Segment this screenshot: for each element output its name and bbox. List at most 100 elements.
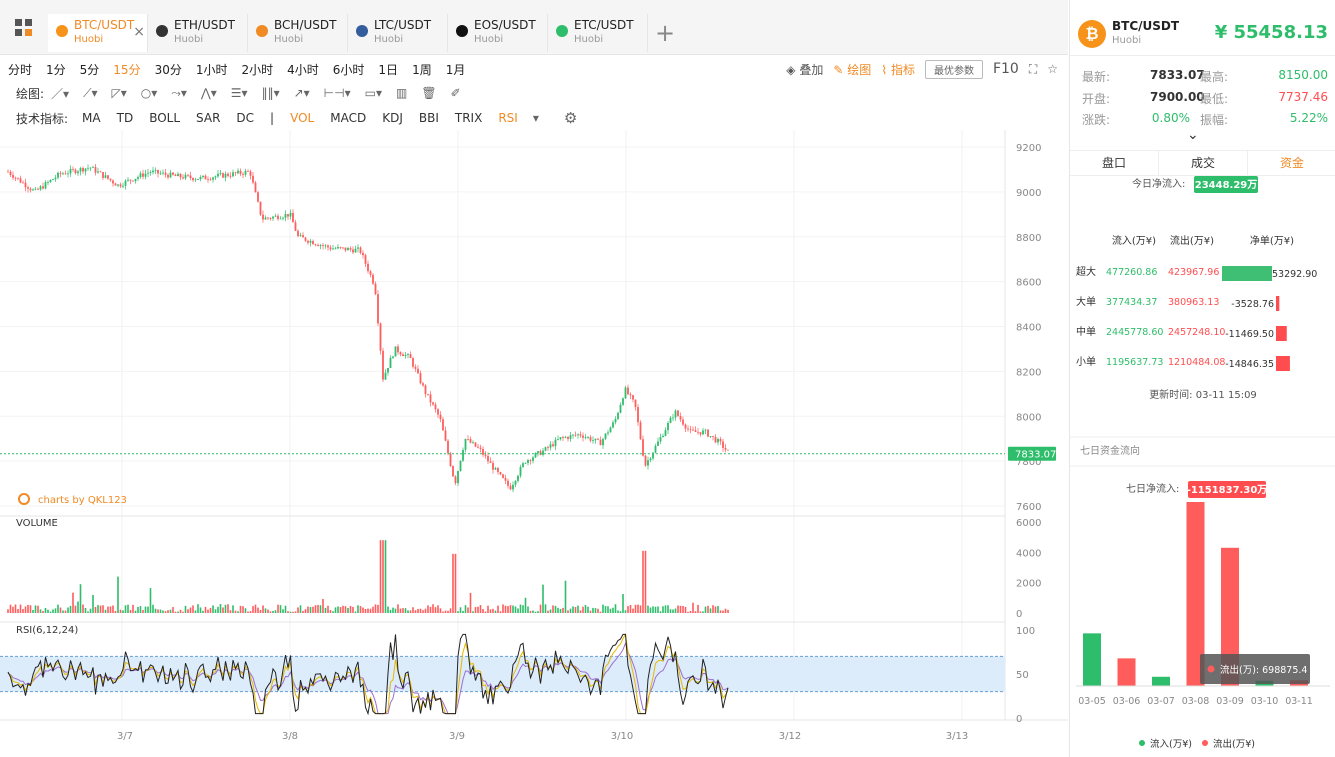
- expand-chevron-icon[interactable]: ⌄: [1187, 127, 1199, 143]
- best-params-button[interactable]: 最优参数: [924, 59, 983, 79]
- tooltip-dot: [1207, 665, 1215, 673]
- indicator-trix[interactable]: TRIX: [454, 111, 483, 125]
- candle-body: [192, 178, 194, 181]
- candle-body: [169, 172, 172, 178]
- timeframe-4[interactable]: 30分: [154, 62, 182, 77]
- tab-eos-usdt[interactable]: EOS/USDT Huobi: [448, 14, 548, 52]
- indicator-td[interactable]: TD: [116, 111, 134, 125]
- draw-button[interactable]: ✎ 绘图: [833, 62, 872, 77]
- indicator-ma[interactable]: MA: [82, 111, 101, 125]
- timeframe-9[interactable]: 1日: [378, 62, 399, 77]
- candle-body: [304, 237, 307, 241]
- flow-in: 477260.86: [1106, 267, 1157, 278]
- trash-icon[interactable]: 🗑: [421, 86, 437, 100]
- tab-ltc-usdt[interactable]: LTC/USDT Huobi: [348, 14, 448, 52]
- volume-bar: [529, 610, 532, 613]
- pattern-tool-icon[interactable]: ⋀▾: [200, 86, 217, 100]
- candle-body: [719, 438, 722, 442]
- candle-body: [254, 182, 257, 193]
- zigzag-tool-icon[interactable]: ⤳▾: [171, 85, 187, 100]
- fib-tool-icon[interactable]: ☰▾: [230, 86, 248, 100]
- overlay-button[interactable]: ◈ 叠加: [786, 62, 824, 77]
- indicator-rsi[interactable]: RSI: [498, 111, 518, 125]
- tab-funds[interactable]: 资金: [1279, 156, 1304, 170]
- date-tick: 3/7: [117, 731, 133, 742]
- gann-tool-icon[interactable]: ‖‖▾: [261, 86, 280, 100]
- volume-bar: [704, 606, 707, 613]
- date-tick: 3/12: [779, 731, 801, 742]
- candle-body: [722, 441, 724, 448]
- volume-bar: [282, 609, 284, 613]
- brush-icon[interactable]: ✐: [450, 86, 461, 100]
- volume-bar: [29, 605, 32, 613]
- timeframe-1[interactable]: 1分: [46, 62, 66, 77]
- volume-bar: [182, 611, 184, 613]
- circle-tool-icon[interactable]: ○▾: [140, 86, 158, 100]
- coin-icon: [556, 25, 568, 37]
- candle-body: [197, 179, 199, 180]
- volume-bar: [117, 576, 119, 613]
- candle-body: [117, 184, 119, 186]
- indicator-boll[interactable]: BOLL: [149, 111, 181, 125]
- measure-tool-icon[interactable]: ⊢⊣▾: [323, 86, 351, 100]
- tab-trades[interactable]: 成交: [1159, 151, 1248, 175]
- indicator-macd[interactable]: MACD: [330, 111, 367, 125]
- candle-body: [589, 437, 592, 441]
- volume-bar: [197, 604, 199, 613]
- indicator-sar[interactable]: SAR: [196, 111, 221, 125]
- current-price-tag: [1008, 446, 1056, 461]
- indicator-more-icon[interactable]: ▾: [532, 111, 539, 125]
- ray-tool-icon[interactable]: ⟋▾: [83, 85, 98, 100]
- indicator-vol[interactable]: VOL: [290, 111, 315, 125]
- tab-exchange: Huobi: [574, 34, 604, 45]
- comment-tool-icon[interactable]: ▭▾: [364, 86, 382, 100]
- close-icon[interactable]: ×: [133, 24, 145, 40]
- timeframe-3[interactable]: 15分: [113, 62, 141, 77]
- settings-gear-icon[interactable]: ⚙: [563, 109, 578, 127]
- kline-chart[interactable]: 9200 9000 8800 8600 8400 8200 8000 7800 7600 7833…: [0, 130, 1068, 757]
- volume-bar: [227, 604, 229, 613]
- timeframe-0[interactable]: 分时: [8, 62, 33, 77]
- flow-net: -3528.76: [1231, 299, 1274, 310]
- rsi-tick: 100: [1016, 626, 1035, 637]
- volume-bar: [377, 604, 379, 613]
- channel-tool-icon[interactable]: ◸▾: [111, 86, 127, 100]
- tab-eth-usdt[interactable]: ETH/USDT Huobi: [148, 14, 248, 52]
- volume-bar: [707, 605, 709, 613]
- indicator-dc[interactable]: DC: [236, 111, 255, 125]
- flow-out: 423967.96: [1168, 267, 1219, 278]
- volume-bar: [329, 610, 332, 613]
- star-icon[interactable]: ☆: [1047, 62, 1058, 76]
- volume-bar: [334, 607, 337, 613]
- arrow-tool-icon[interactable]: ↗▾: [293, 86, 310, 100]
- line-tool-icon[interactable]: ／▾: [51, 86, 70, 101]
- f10-button[interactable]: F10: [992, 61, 1019, 77]
- timeframe-7[interactable]: 4小时: [287, 62, 319, 77]
- tab-order-book[interactable]: 盘口: [1070, 151, 1159, 175]
- volume-bar: [634, 604, 637, 613]
- volume-bar: [269, 611, 272, 613]
- indicator-bbi[interactable]: BBI: [418, 111, 439, 125]
- grid-menu-icon[interactable]: [0, 0, 48, 55]
- candle-body: [524, 462, 527, 464]
- timeframe-6[interactable]: 2小时: [241, 62, 274, 77]
- fullscreen-icon[interactable]: ⛶: [1028, 61, 1038, 76]
- tab-btc-usdt[interactable]: BTC/USDT Huobi ×: [48, 14, 148, 52]
- timeframe-8[interactable]: 6小时: [332, 62, 365, 77]
- tab-etc-usdt[interactable]: ETC/USDT Huobi: [548, 14, 648, 52]
- volume-bar: [132, 604, 134, 613]
- timeframe-11[interactable]: 1月: [445, 62, 466, 77]
- candle-body: [677, 410, 679, 417]
- indicator-kdj[interactable]: KDJ: [382, 111, 403, 125]
- candle-body: [559, 437, 562, 440]
- candle-body: [664, 430, 667, 436]
- timeframe-5[interactable]: 1小时: [195, 62, 228, 77]
- indicator-button[interactable]: ⌇ 指标: [881, 62, 915, 77]
- add-tab-button[interactable]: +: [654, 19, 676, 47]
- timeframe-2[interactable]: 5分: [79, 62, 100, 77]
- timeframe-10[interactable]: 1周: [412, 62, 432, 77]
- tab-bch-usdt[interactable]: BCH/USDT Huobi: [248, 14, 348, 52]
- volume-bar: [17, 608, 19, 613]
- volume-bar: [74, 605, 77, 613]
- bars-tool-icon[interactable]: ▥: [395, 86, 408, 100]
